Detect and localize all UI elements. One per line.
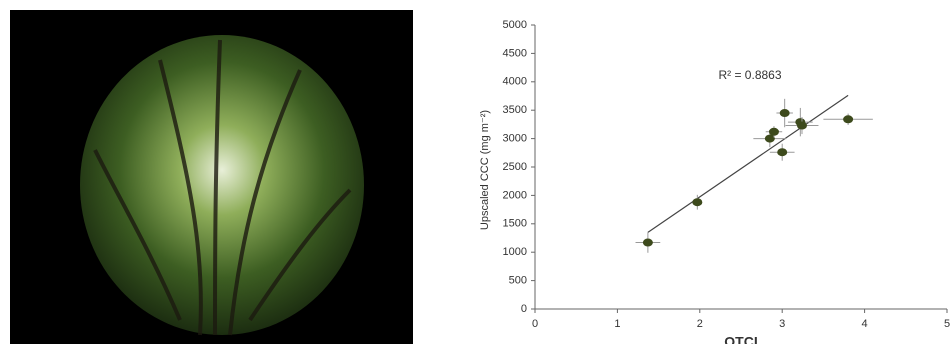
y-tick-label: 4500 (503, 47, 527, 59)
x-tick-label: 4 (862, 318, 868, 330)
x-tick-label: 2 (697, 318, 703, 330)
point (796, 121, 807, 130)
point (764, 134, 775, 143)
y-tick-label: 0 (521, 303, 527, 315)
y-tick-label: 2500 (503, 161, 527, 173)
y-tick-label: 3500 (503, 104, 527, 116)
trendline (647, 94, 849, 233)
point (642, 238, 653, 247)
x-tick-label: 3 (779, 318, 785, 330)
fisheye-photo (80, 35, 364, 335)
y-tick-label: 4000 (503, 76, 527, 88)
point (692, 198, 703, 207)
point (768, 127, 779, 136)
y-tick-label: 2000 (503, 189, 527, 201)
tree-trunks (93, 39, 352, 336)
x-axis-label: OTCI (724, 334, 757, 344)
y-tick-label: 5000 (503, 19, 527, 31)
y-tick-label: 1500 (503, 218, 527, 230)
x-tick-label: 1 (614, 318, 620, 330)
y-tick-label: 1000 (503, 246, 527, 258)
point (779, 109, 790, 118)
x-tick-label: 0 (532, 318, 538, 330)
y-axis-label: Upscaled CCC (mg m⁻²) (479, 110, 491, 230)
y-tick-label: 500 (509, 275, 527, 287)
point (777, 148, 788, 157)
annotation: R² = 0.8863 (718, 68, 781, 82)
point (843, 115, 854, 124)
x-tick-label: 5 (944, 318, 950, 330)
y-tick-label: 3000 (503, 133, 527, 145)
